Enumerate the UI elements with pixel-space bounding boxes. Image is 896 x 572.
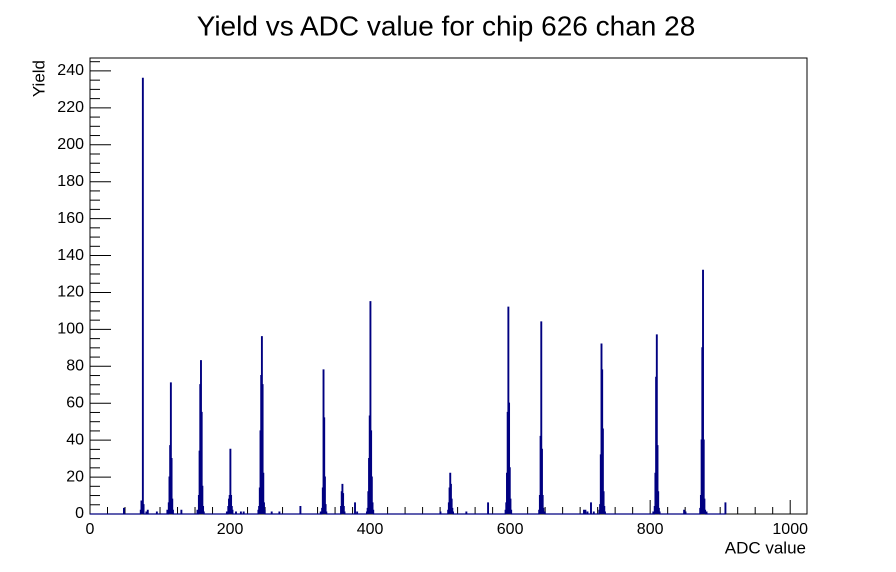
- y-tick-label: 140: [57, 247, 84, 264]
- y-tick-label: 120: [57, 284, 84, 301]
- x-tick-label: 0: [86, 521, 95, 538]
- y-axis-label: Yield: [29, 60, 48, 97]
- histogram-series: [90, 77, 727, 515]
- y-tick-labels: 0 20 40 60 80 100 120 140 160 180 200 220 240: [57, 62, 84, 522]
- x-tick-labels: 0 200 400 600 800 1000: [86, 521, 809, 538]
- x-tick-label: 400: [357, 521, 384, 538]
- x-tick-label: 800: [637, 521, 664, 538]
- x-tick-label: 1000: [772, 521, 808, 538]
- y-tick-label: 40: [66, 431, 84, 448]
- x-tick-label: 200: [217, 521, 244, 538]
- chart-title: Yield vs ADC value for chip 626 chan 28: [197, 10, 696, 41]
- x-tick-label: 600: [497, 521, 524, 538]
- y-tick-label: 200: [57, 136, 84, 153]
- y-tick-label: 180: [57, 173, 84, 190]
- y-tick-label: 20: [66, 468, 84, 485]
- y-tick-label: 160: [57, 210, 84, 227]
- axis-ticks: [89, 61, 791, 515]
- y-tick-label: 0: [75, 505, 84, 522]
- y-tick-label: 220: [57, 99, 84, 116]
- y-tick-label: 240: [57, 62, 84, 79]
- y-tick-label: 80: [66, 358, 84, 375]
- plot-frame: [89, 57, 808, 515]
- y-tick-label: 60: [66, 394, 84, 411]
- x-axis-label: ADC value: [725, 538, 806, 557]
- y-tick-label: 100: [57, 321, 84, 338]
